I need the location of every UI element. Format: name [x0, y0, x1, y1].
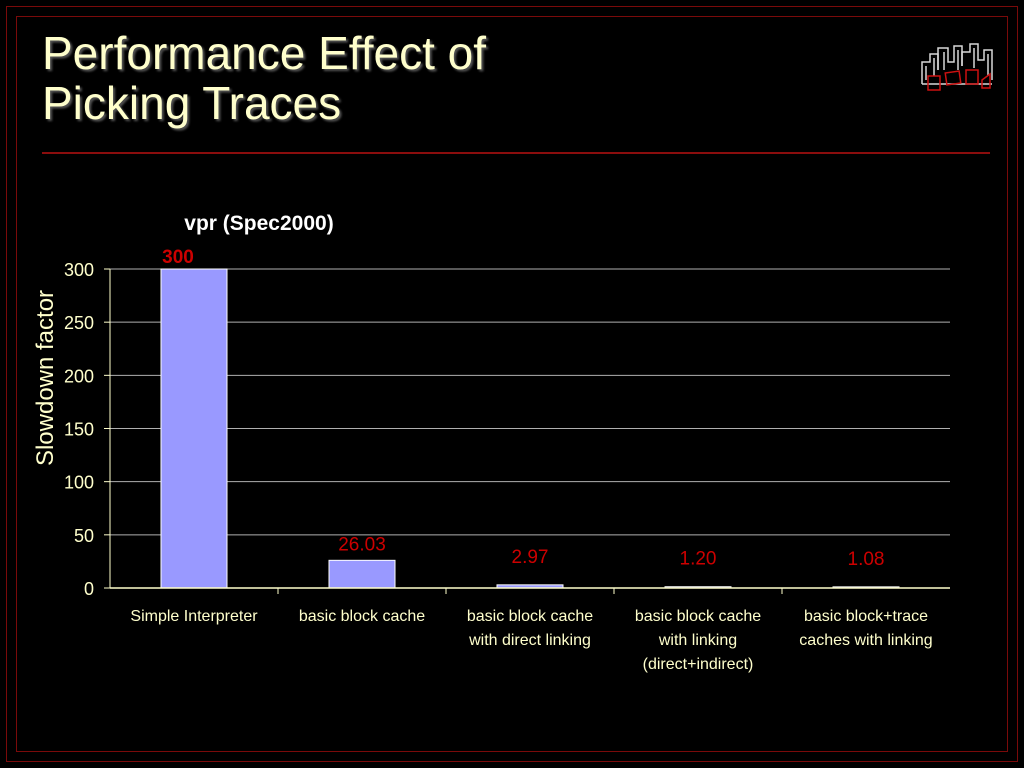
- slide-title-line-1: Performance Effect of: [42, 27, 487, 79]
- slide-title-line-2: Picking Traces: [42, 77, 342, 129]
- x-tick-label: basic block cache: [467, 608, 593, 625]
- data-label: 26.03: [338, 534, 386, 555]
- x-tick-label: caches with linking: [799, 632, 932, 649]
- axes: [104, 268, 950, 594]
- x-tick-label: with linking: [658, 632, 737, 649]
- y-tick-label: 100: [64, 473, 94, 493]
- x-tick-label: Simple Interpreter: [130, 608, 258, 625]
- data-label: 300: [162, 247, 194, 268]
- data-label: 2.97: [512, 547, 549, 568]
- y-tick-label: 50: [74, 526, 94, 546]
- y-tick-label: 150: [64, 420, 94, 440]
- gridlines: [110, 268, 950, 536]
- y-tick-label: 0: [84, 579, 94, 599]
- y-tick-label: 250: [64, 313, 94, 333]
- data-label: 1.08: [848, 549, 885, 570]
- slide-frame-outer: [6, 6, 1018, 762]
- slide-title: Performance Effect of Picking Traces: [42, 28, 486, 128]
- bars: [160, 268, 900, 589]
- slide-frame-inner: [16, 16, 1008, 752]
- title-divider: [42, 152, 990, 154]
- labels: 0 50 100 150 200 250 300 300 Simple Interpreter 2…: [64, 247, 933, 673]
- y-axis-label: Slowdown factor: [32, 290, 59, 466]
- city-skyline-icon: [918, 40, 998, 100]
- y-tick-label: 300: [64, 260, 94, 280]
- data-label: 1.20: [680, 549, 717, 570]
- y-tick-label: 200: [64, 366, 94, 386]
- x-tick-label: basic block cache: [299, 608, 425, 625]
- chart-title: vpr (Spec2000): [184, 212, 333, 235]
- x-tick-label: basic block+trace: [804, 608, 928, 625]
- bar: [160, 268, 228, 589]
- x-tick-label: with direct linking: [468, 632, 591, 649]
- x-tick-label: basic block cache: [635, 608, 761, 625]
- x-tick-label: (direct+indirect): [643, 656, 754, 673]
- bar: [328, 559, 396, 589]
